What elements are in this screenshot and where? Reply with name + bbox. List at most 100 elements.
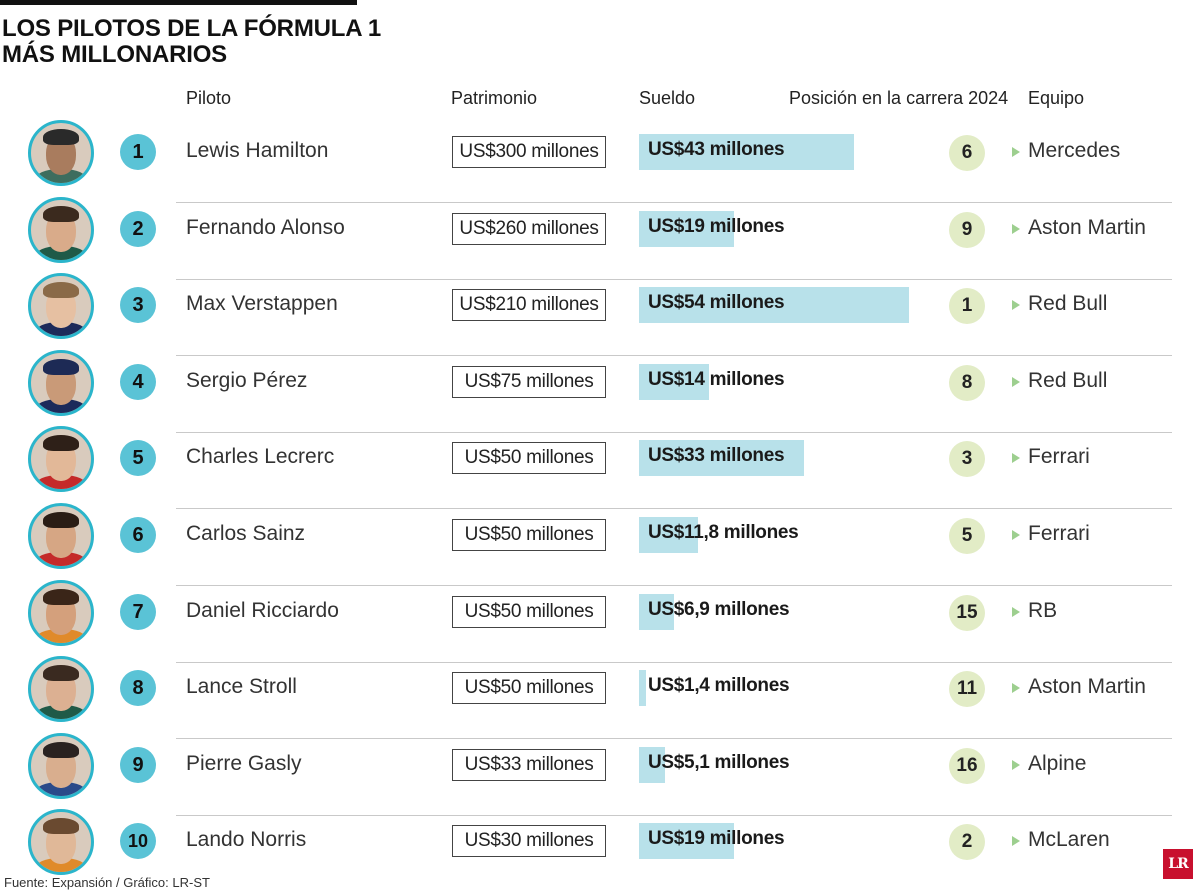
team-arrow-icon [1012, 683, 1020, 694]
driver-avatar [28, 273, 94, 340]
team-name: Ferrari [1028, 522, 1090, 545]
driver-avatar [28, 579, 94, 646]
team-name: RB [1028, 598, 1058, 622]
row-divider [176, 585, 1172, 586]
driver-avatar [28, 503, 94, 569]
row-divider [176, 738, 1172, 740]
driver-avatar [28, 426, 94, 493]
driver-name: Pierre Gasly [186, 751, 302, 775]
net-worth-box: US$210 millones [452, 289, 606, 322]
rank-badge: 8 [120, 670, 156, 707]
team-arrow-icon [1012, 223, 1020, 234]
salary-label: US$5,1 millones [648, 751, 790, 773]
table-row: 5 Charles Lecrerc US$50 millones US$33 mill… [0, 426, 1200, 517]
team-arrow-icon [1012, 376, 1020, 387]
salary-label: US$14 millones [648, 368, 785, 390]
driver-name: Lando Norris [186, 828, 307, 852]
net-worth-box: US$30 millones [452, 825, 606, 858]
source-note: Fuente: Expansión / Gráfico: LR-ST [4, 875, 210, 890]
row-divider [176, 202, 1172, 203]
driver-name: Lewis Hamilton [186, 139, 329, 162]
team-name: Red Bull [1028, 368, 1108, 392]
race-position-badge: 16 [949, 747, 985, 784]
team-arrow-icon [1012, 836, 1020, 847]
driver-avatar [28, 196, 94, 263]
team-arrow-icon [1012, 453, 1020, 464]
race-position-badge: 8 [949, 364, 985, 401]
salary-label: US$11,8 millones [648, 522, 799, 543]
race-position-badge: 2 [949, 824, 985, 861]
race-position-badge: 6 [949, 135, 985, 171]
rank-badge: 7 [120, 593, 156, 630]
net-worth-box: US$50 millones [452, 595, 606, 628]
salary-label: US$19 millones [648, 215, 785, 237]
rank-badge: 5 [120, 440, 156, 477]
salary-bar [639, 210, 734, 247]
net-worth-box: US$33 millones [452, 748, 606, 781]
driver-avatar [28, 809, 94, 876]
driver-avatar [28, 656, 94, 723]
race-position-badge: 9 [949, 211, 985, 248]
salary-bar [639, 593, 674, 630]
race-position-badge: 11 [949, 671, 985, 708]
salary-bar [639, 823, 734, 860]
team-arrow-icon [1012, 606, 1020, 617]
chart-title: LOS PILOTOS DE LA FÓRMULA 1 MÁS MILLONAR… [2, 16, 381, 68]
driver-name: Carlos Sainz [186, 522, 306, 545]
table-row: 7 Daniel Ricciardo US$50 millones US$6,9 mi… [0, 579, 1200, 671]
driver-avatar [28, 732, 94, 799]
team-arrow-icon [1012, 147, 1020, 157]
race-position-badge: 1 [949, 288, 985, 325]
header-patrimonio: Patrimonio [451, 88, 538, 108]
salary-bar [639, 440, 804, 477]
row-divider [176, 814, 1172, 816]
net-worth-box: US$75 millones [452, 365, 606, 398]
net-worth-box: US$50 millones [452, 442, 606, 475]
row-divider [176, 661, 1172, 663]
rank-badge: 1 [120, 134, 156, 170]
net-worth-box: US$50 millones [452, 519, 606, 551]
table-row: 6 Carlos Sainz US$50 millones US$11,8 millo… [0, 503, 1200, 594]
table-row: 2 Fernando Alonso US$260 millones US$19 mil… [0, 196, 1200, 288]
rank-badge: 3 [120, 287, 156, 324]
salary-bar [639, 363, 709, 400]
rank-badge: 10 [120, 823, 156, 860]
salary-label: US$33 millones [648, 445, 785, 467]
title-rule [0, 0, 357, 5]
net-worth-box: US$300 millones [452, 136, 606, 168]
salary-bar [639, 134, 854, 170]
driver-avatar [28, 349, 94, 416]
driver-name: Charles Lecrerc [186, 445, 335, 469]
salary-bar [639, 517, 698, 553]
salary-bar [639, 670, 646, 707]
salary-label: US$54 millones [648, 292, 785, 314]
row-divider [176, 508, 1172, 510]
title-line-1: LOS PILOTOS DE LA FÓRMULA 1 [2, 15, 382, 42]
salary-label: US$1,4 millones [648, 675, 790, 697]
table-row: 1 Lewis Hamilton US$300 millones US$43 mill… [0, 120, 1200, 211]
row-divider [176, 431, 1172, 433]
driver-name: Daniel Ricciardo [186, 598, 339, 622]
driver-name: Sergio Pérez [186, 368, 308, 392]
net-worth-box: US$50 millones [452, 672, 606, 705]
team-name: Ferrari [1028, 445, 1090, 469]
driver-name: Max Verstappen [186, 292, 338, 316]
salary-bar [639, 746, 665, 783]
lr-logo: LR [1163, 849, 1193, 879]
row-divider [176, 278, 1172, 280]
team-name: Mercedes [1028, 139, 1121, 162]
salary-label: US$43 millones [648, 139, 785, 160]
rank-badge: 9 [120, 746, 156, 783]
header-sueldo: Sueldo [639, 88, 696, 108]
driver-avatar [28, 120, 94, 186]
team-name: Aston Martin [1028, 675, 1146, 699]
team-arrow-icon [1012, 759, 1020, 770]
race-position-badge: 5 [949, 518, 985, 554]
driver-name: Lance Stroll [186, 675, 297, 699]
header-equipo: Equipo [1028, 88, 1085, 108]
table-row: 3 Max Verstappen US$210 millones US$54 mill… [0, 273, 1200, 364]
team-name: McLaren [1028, 828, 1110, 852]
team-arrow-icon [1012, 530, 1020, 540]
driver-name: Fernando Alonso [186, 215, 345, 239]
table-row: 9 Pierre Gasly US$33 millones US$5,1 millon… [0, 732, 1200, 824]
